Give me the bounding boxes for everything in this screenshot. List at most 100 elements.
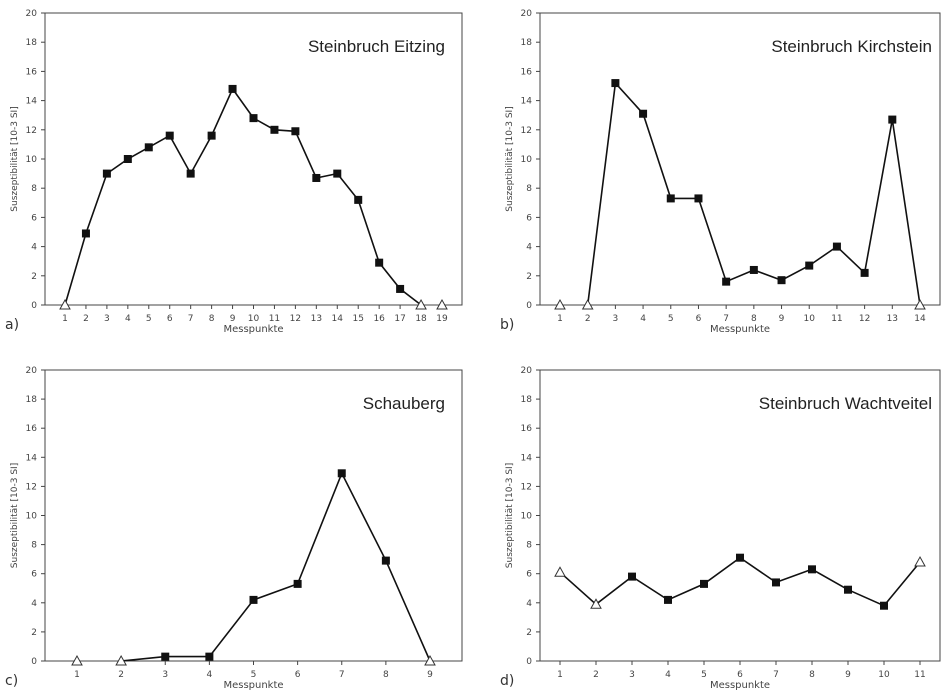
y-tick-label: 2 [31,628,37,638]
x-tick-label: 2 [118,670,124,680]
y-axis-title: Suszeptibilität [10-3 SI] [505,463,515,568]
y-tick-label: 8 [526,541,532,551]
x-tick-label: 8 [809,670,815,680]
y-axis-title: Suszeptibilität [10-3 SI] [10,106,20,211]
x-tick-label: 2 [593,670,599,680]
data-point-square [381,556,390,565]
x-tick-label: 11 [269,314,280,324]
panel-title: Steinbruch Kirchstein [771,37,932,56]
x-tick-label: 3 [613,314,619,324]
x-tick-label: 6 [295,670,301,680]
data-point-square [249,114,258,123]
y-axis-title: Suszeptibilität [10-3 SI] [10,463,20,568]
x-tick-label: 10 [248,314,260,324]
y-tick-label: 10 [26,512,38,522]
data-point-square [396,284,405,293]
x-tick-label: 9 [779,314,785,324]
data-point-square [777,276,786,285]
x-tick-label: 3 [162,670,168,680]
data-point-square [312,173,321,182]
data-point-square [337,469,346,478]
data-point-square [888,115,897,124]
y-tick-label: 2 [526,628,532,638]
data-point-square [375,258,384,267]
panel-letter: d) [500,673,514,689]
x-tick-label: 1 [62,314,68,324]
data-point-square [666,194,675,203]
data-point-square [161,652,170,661]
data-point-square [860,268,869,277]
x-tick-label: 19 [436,314,448,324]
data-point-square [293,579,302,588]
panel-letter: a) [5,317,19,333]
x-tick-label: 4 [207,670,213,680]
y-tick-label: 12 [521,482,532,492]
x-tick-label: 6 [737,670,743,680]
x-tick-label: 4 [640,314,646,324]
x-tick-label: 8 [383,670,389,680]
x-axis-title: Messpunkte [223,324,283,335]
y-tick-label: 14 [26,453,38,463]
x-tick-label: 9 [845,670,851,680]
x-tick-label: 10 [804,314,816,324]
panel-title: Schauberg [363,394,445,413]
x-tick-label: 1 [74,670,80,680]
data-point-triangle [581,298,594,310]
y-tick-label: 16 [521,67,533,77]
data-point-square [700,579,708,588]
y-tick-label: 14 [521,453,533,463]
x-tick-label: 8 [209,314,215,324]
y-tick-label: 4 [526,243,532,253]
x-tick-label: 3 [104,314,110,324]
x-tick-label: 7 [773,670,779,680]
y-tick-label: 12 [521,126,532,136]
x-tick-label: 3 [629,670,635,680]
y-tick-label: 18 [26,395,38,405]
panel-letter: c) [5,673,18,689]
data-point-square [749,265,758,274]
y-tick-label: 8 [31,184,37,194]
data-point-triangle [59,298,71,310]
x-tick-label: 7 [339,670,345,680]
y-tick-label: 20 [26,9,38,19]
y-axis-title: Suszeptibilität [10-3 SI] [505,106,515,211]
y-tick-label: 8 [526,184,532,194]
data-point-square [354,195,363,204]
data-point-square [772,578,780,587]
y-tick-label: 0 [526,301,532,311]
data-point-square [722,277,731,286]
panel-title: Steinbruch Wachtveitel [759,394,932,413]
series-line [64,87,422,306]
x-tick-label: 18 [415,314,427,324]
data-point-square [736,553,744,562]
data-point-square [228,84,237,93]
data-point-square [333,169,342,178]
y-tick-label: 14 [26,97,38,107]
data-point-square [144,143,153,152]
x-tick-label: 12 [290,314,301,324]
y-tick-label: 14 [521,97,533,107]
x-tick-label: 6 [696,314,702,324]
data-point-triangle [424,654,436,666]
data-point-triangle [115,654,127,666]
y-tick-label: 0 [31,657,37,667]
x-tick-label: 6 [167,314,173,324]
y-tick-label: 10 [521,155,533,165]
y-tick-label: 20 [521,366,533,376]
x-tick-label: 12 [859,314,870,324]
x-tick-label: 1 [557,670,563,680]
data-point-square [832,242,841,251]
y-tick-label: 6 [31,570,37,580]
data-point-triangle [914,298,926,310]
y-tick-label: 2 [526,272,532,282]
data-point-triangle [415,298,427,310]
x-axis-title: Messpunkte [710,324,770,335]
x-tick-label: 5 [251,670,257,680]
x-tick-label: 1 [557,314,563,324]
x-tick-label: 4 [665,670,671,680]
data-point-triangle [436,298,448,310]
y-tick-label: 8 [31,541,37,551]
data-point-square [694,194,703,203]
